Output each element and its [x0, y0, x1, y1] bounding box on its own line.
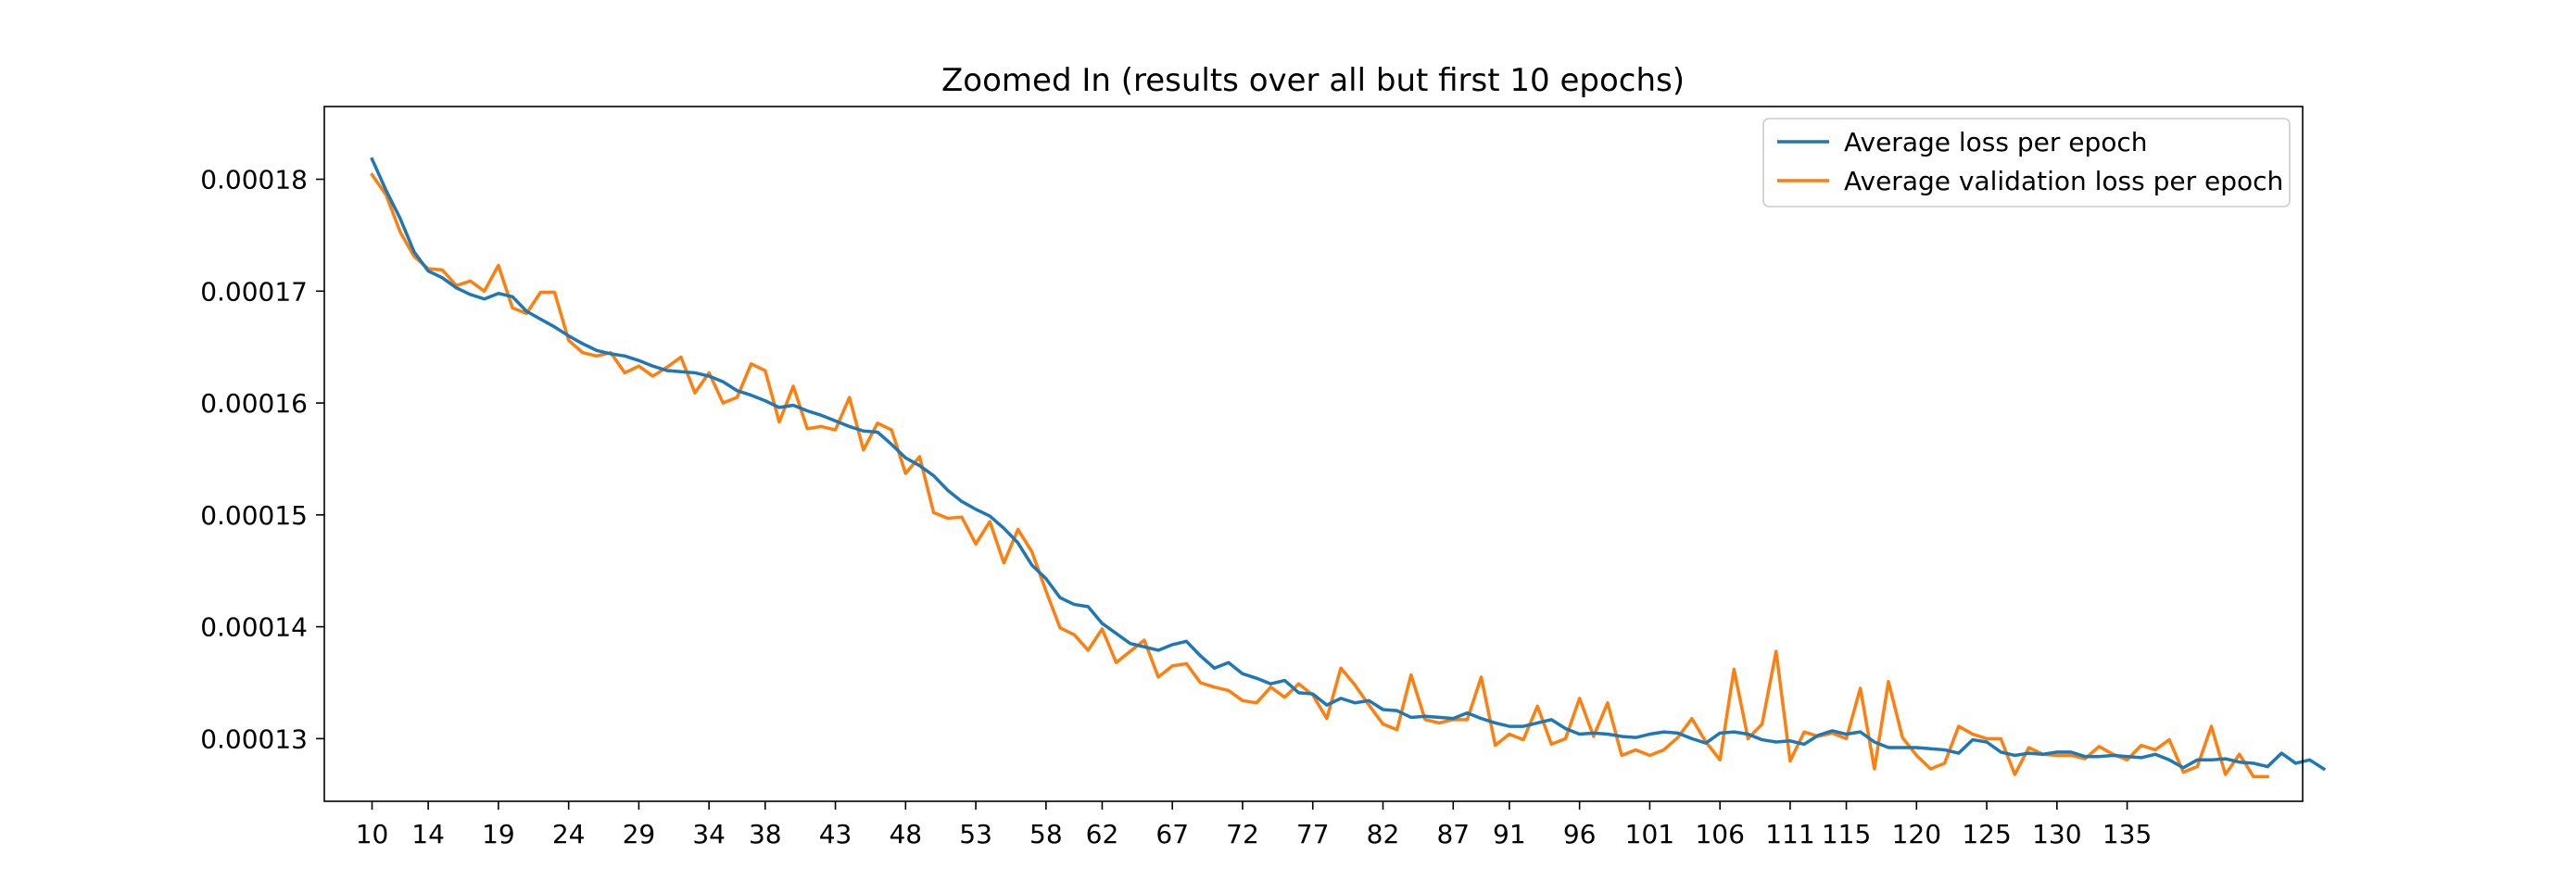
- y-tick-label: 0.00013: [200, 723, 308, 754]
- plot-frame: [323, 106, 2304, 802]
- x-tick-label: 82: [1367, 819, 1400, 849]
- x-tick-label: 77: [1296, 819, 1330, 849]
- series-line-validation-loss: [370, 172, 2269, 779]
- x-tick-label: 101: [1625, 819, 1674, 849]
- y-tick-label: 0.00016: [200, 388, 308, 419]
- legend-label-loss: Average loss per epoch: [1844, 127, 2148, 157]
- x-tick-label: 125: [1962, 819, 2011, 849]
- legend-label-validation-loss: Average validation loss per epoch: [1844, 166, 2283, 196]
- x-tick-label: 38: [749, 819, 782, 849]
- legend: Average loss per epoch Average validatio…: [1762, 118, 2291, 208]
- x-tick-label: 96: [1563, 819, 1597, 849]
- chart-title: Zoomed In (results over all but first 10…: [941, 62, 1685, 99]
- x-tick-label: 87: [1436, 819, 1470, 849]
- x-tick-label: 24: [552, 819, 586, 849]
- series-layer: [370, 157, 2327, 779]
- x-tick-label: 67: [1155, 819, 1189, 849]
- x-tick-label: 43: [819, 819, 852, 849]
- x-tick-label: 62: [1086, 819, 1119, 849]
- series-line-loss: [370, 157, 2327, 772]
- x-tick-label: 115: [1822, 819, 1871, 849]
- x-tick-label: 72: [1226, 819, 1259, 849]
- x-tick-label: 53: [959, 819, 992, 849]
- x-tick-label: 120: [1892, 819, 1941, 849]
- x-axis: 10 14 19 24 29 34 38 43 48 53 58 62 67 72 77 82 87 91 96 10…: [356, 801, 2152, 849]
- y-tick-label: 0.00014: [200, 612, 308, 643]
- y-tick-label: 0.00017: [200, 276, 308, 307]
- x-tick-label: 130: [2032, 819, 2081, 849]
- x-tick-label: 34: [692, 819, 726, 849]
- x-tick-label: 111: [1765, 819, 1814, 849]
- legend-box: [1762, 118, 2291, 208]
- x-tick-label: 106: [1695, 819, 1744, 849]
- x-tick-label: 58: [1029, 819, 1063, 849]
- y-axis: 0.00013 0.00014 0.00015 0.00016 0.00017 0.000…: [200, 165, 324, 754]
- x-tick-label: 48: [889, 819, 922, 849]
- y-tick-label: 0.00018: [200, 165, 308, 195]
- y-tick-label: 0.00015: [200, 500, 308, 531]
- x-tick-label: 14: [411, 819, 445, 849]
- x-tick-label: 135: [2102, 819, 2152, 849]
- x-tick-label: 91: [1493, 819, 1526, 849]
- x-tick-label: 29: [623, 819, 656, 849]
- x-tick-label: 19: [482, 819, 515, 849]
- x-tick-label: 10: [356, 819, 389, 849]
